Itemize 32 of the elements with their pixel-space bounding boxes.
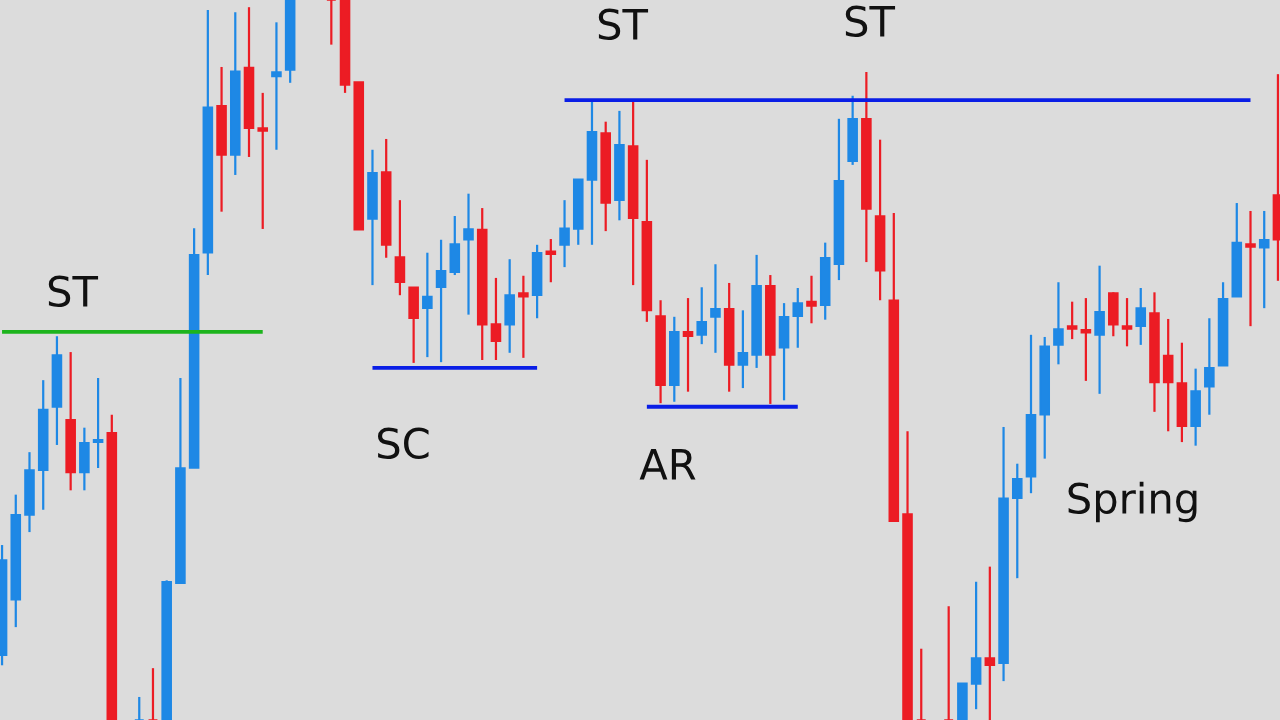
candlestick — [463, 192, 474, 316]
candlestick — [1258, 209, 1270, 310]
candlestick — [1011, 462, 1023, 580]
annotation: AR — [639, 449, 696, 480]
candlestick — [490, 276, 502, 362]
candlestick — [435, 238, 447, 364]
candlestick — [1094, 264, 1105, 395]
candlestick — [792, 286, 804, 349]
annotation: SC — [377, 427, 429, 460]
candlestick — [518, 274, 529, 359]
candlestick — [696, 286, 708, 346]
candlestick — [271, 21, 282, 151]
candlestick — [1204, 317, 1215, 416]
candlestick — [806, 274, 817, 325]
candlestick — [1135, 286, 1147, 346]
candlestick — [682, 296, 694, 393]
candlestick — [545, 237, 557, 284]
annotation: ST — [598, 8, 649, 41]
candlestick — [984, 565, 996, 720]
candlestick — [1121, 296, 1133, 348]
candlestick — [1066, 300, 1078, 341]
candlestick — [257, 91, 269, 231]
candlestick — [710, 263, 721, 354]
candlestick — [1245, 209, 1256, 328]
candlestick — [1053, 281, 1064, 366]
candlestick — [737, 309, 749, 390]
annotation: Spring — [1068, 481, 1197, 523]
annotation: ST — [845, 5, 896, 38]
candlestick — [422, 251, 433, 359]
annotation: ST — [48, 275, 99, 308]
candlestick — [92, 376, 104, 470]
candlestick — [559, 199, 570, 269]
